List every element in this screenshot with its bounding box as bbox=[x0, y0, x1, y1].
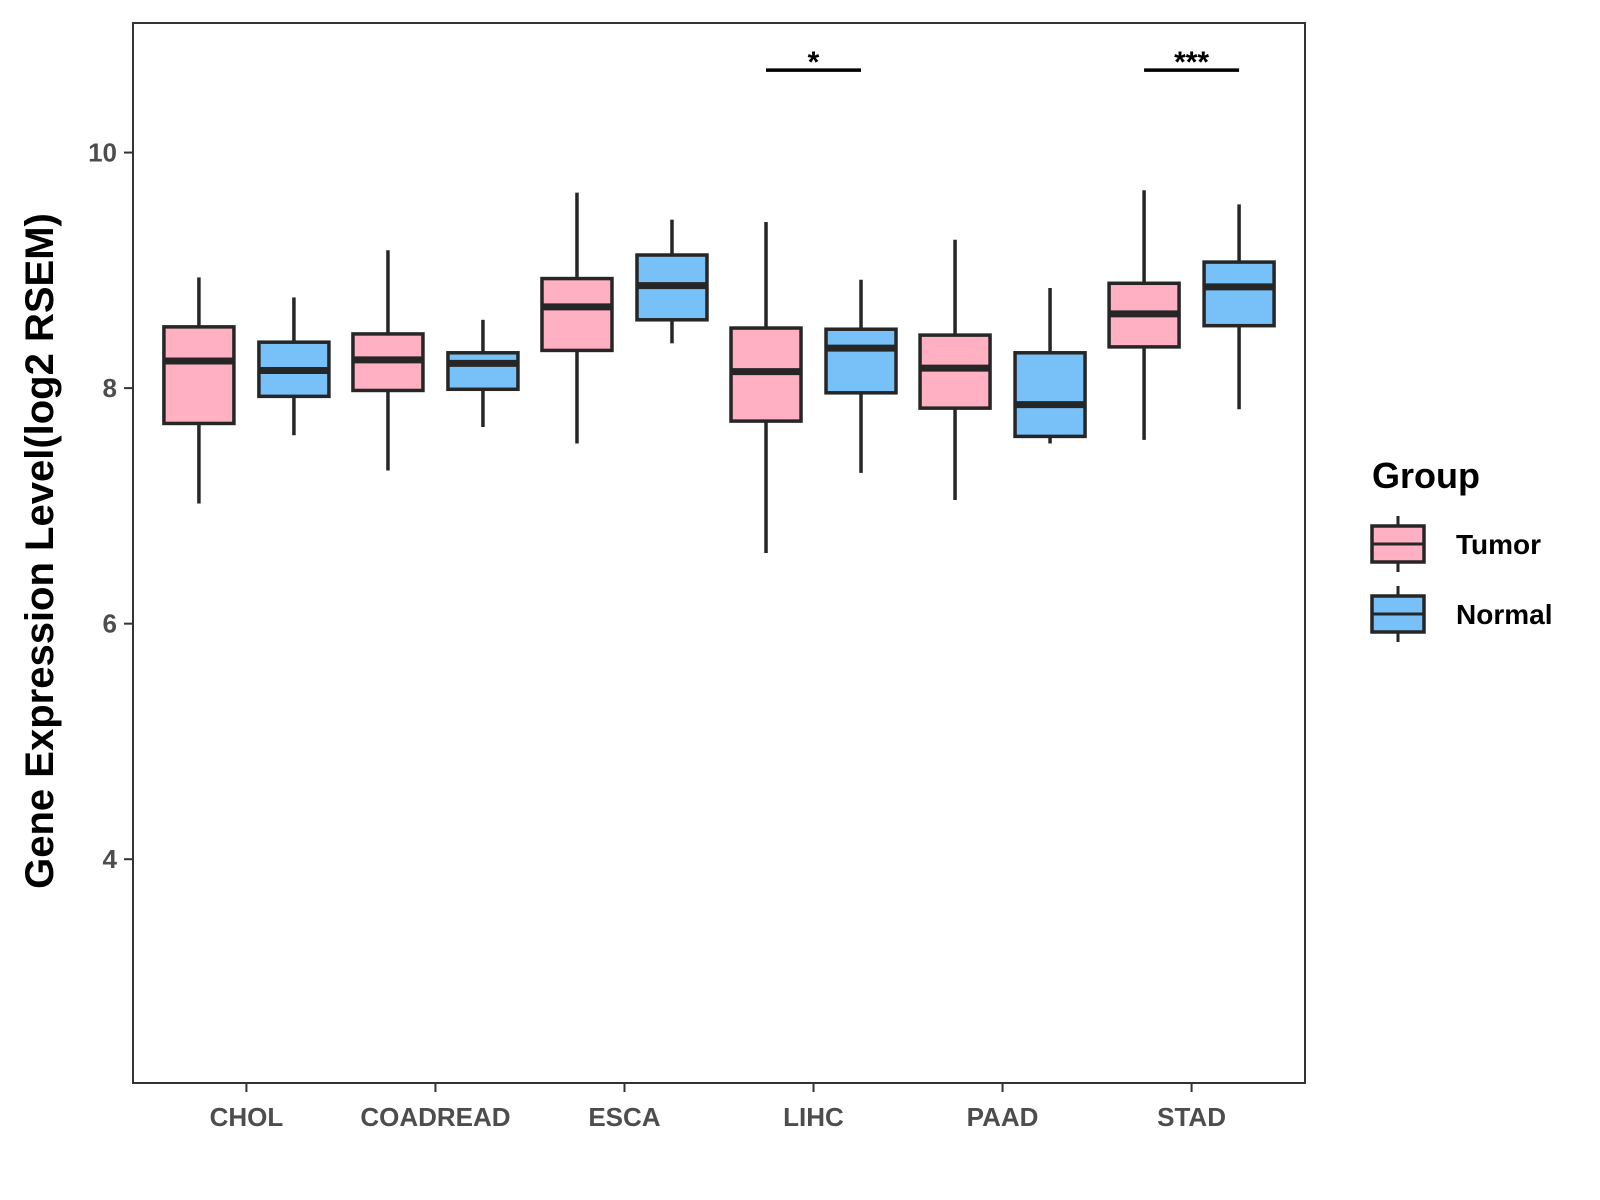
y-tick-label: 10 bbox=[88, 138, 117, 168]
significance-label-lihc: * bbox=[808, 46, 820, 79]
box-normal-chol bbox=[257, 297, 331, 436]
legend-title: Group bbox=[1372, 455, 1480, 496]
box-tumor-paad bbox=[918, 239, 992, 500]
legend-label-normal: Normal bbox=[1456, 599, 1552, 630]
box-iqr bbox=[162, 325, 236, 426]
box-tumor-chol bbox=[162, 277, 236, 504]
x-tick-label-chol: CHOL bbox=[210, 1102, 284, 1132]
box-tumor-esca bbox=[540, 192, 614, 444]
plot-area bbox=[162, 190, 1276, 553]
x-axis: CHOL COADREAD ESCA LIHC PAAD STAD bbox=[210, 1083, 1226, 1132]
box-tumor-coadread bbox=[351, 250, 425, 471]
y-tick-label: 6 bbox=[103, 609, 117, 639]
significance-annotations: * *** bbox=[766, 46, 1240, 79]
significance-label-stad: *** bbox=[1174, 46, 1209, 79]
legend-label-tumor: Tumor bbox=[1456, 529, 1541, 560]
box-iqr bbox=[540, 276, 614, 353]
y-axis-title: Gene Expression Level(log2 RSEM) bbox=[18, 213, 62, 889]
box-normal-stad bbox=[1202, 204, 1276, 410]
box-tumor-lihc bbox=[729, 222, 803, 553]
x-tick-label-esca: ESCA bbox=[588, 1102, 660, 1132]
box-iqr bbox=[1013, 351, 1087, 439]
legend: Group Tumor Normal bbox=[1370, 455, 1552, 642]
x-tick-label-lihc: LIHC bbox=[783, 1102, 844, 1132]
y-tick-label: 4 bbox=[103, 844, 118, 874]
box-iqr bbox=[824, 327, 898, 395]
x-tick-label-paad: PAAD bbox=[967, 1102, 1039, 1132]
legend-key-tumor: Tumor bbox=[1370, 516, 1541, 572]
box-normal-paad bbox=[1013, 288, 1087, 444]
legend-key-normal: Normal bbox=[1370, 586, 1552, 642]
x-tick-label-coadread: COADREAD bbox=[360, 1102, 510, 1132]
y-tick-label: 8 bbox=[103, 373, 117, 403]
box-normal-lihc bbox=[824, 279, 898, 473]
y-axis: 4 6 8 10 bbox=[88, 138, 133, 874]
box-iqr bbox=[918, 333, 992, 410]
box-iqr bbox=[446, 351, 520, 392]
x-tick-label-stad: STAD bbox=[1157, 1102, 1226, 1132]
box-tumor-stad bbox=[1107, 190, 1181, 440]
box-normal-coadread bbox=[446, 319, 520, 427]
plot-border bbox=[132, 22, 1306, 1084]
box-normal-esca bbox=[635, 219, 709, 344]
box-iqr bbox=[1202, 260, 1276, 328]
